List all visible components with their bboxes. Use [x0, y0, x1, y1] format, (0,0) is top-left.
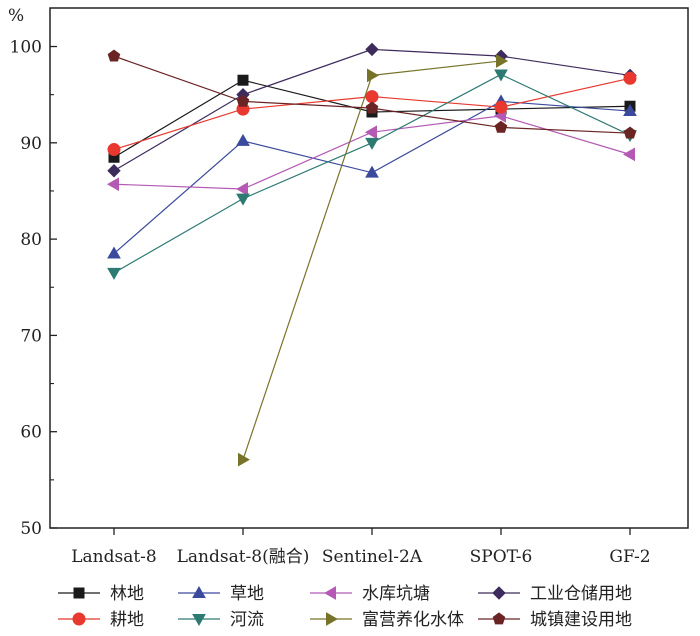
legend-marker — [73, 587, 85, 599]
legend-label: 草地 — [230, 584, 264, 604]
data-point — [236, 193, 250, 206]
y-tick-label: 60 — [20, 423, 42, 443]
data-point — [365, 42, 379, 57]
legend-item-6: 河流 — [178, 610, 264, 630]
y-tick-label: 50 — [20, 519, 42, 539]
data-point — [236, 133, 250, 146]
y-tick-label: 70 — [20, 326, 42, 346]
data-point — [365, 137, 379, 150]
plot-frame — [49, 7, 689, 529]
series-8 — [107, 49, 637, 139]
axes: 50 60 70 80 90 100% Landsat-8 Landsat-8(融合) Sent… — [8, 6, 689, 567]
x-tick-label: Landsat-8 — [71, 547, 157, 567]
y-tick-label: 80 — [20, 230, 42, 250]
data-point — [107, 267, 121, 280]
data-point — [235, 182, 248, 196]
series-group — [106, 42, 637, 467]
y-tick-label: 100 — [10, 38, 42, 58]
data-point — [237, 74, 249, 86]
data-point — [364, 125, 377, 140]
legend-label: 林地 — [110, 584, 144, 604]
x-tick-label: GF-2 — [609, 547, 650, 567]
data-point — [494, 120, 508, 133]
series-3 — [106, 108, 635, 196]
data-point — [496, 54, 509, 68]
x-tick-label: SPOT-6 — [470, 547, 533, 567]
legend-marker — [326, 612, 339, 626]
y-tick-label: 90 — [20, 134, 42, 154]
series-7 — [238, 54, 509, 467]
data-point — [365, 101, 379, 114]
legend-label: 城镇建设用地 — [530, 610, 632, 630]
legend-marker — [492, 612, 506, 625]
data-point — [623, 126, 637, 139]
data-point — [494, 100, 508, 114]
legend-label: 水库坑塘 — [362, 584, 430, 604]
data-point — [106, 177, 119, 192]
legend-marker — [192, 585, 206, 598]
legend-item-8: 城镇建设用地 — [478, 610, 632, 630]
legend-label: 河流 — [230, 610, 264, 630]
legend-item-1: 林地 — [58, 584, 144, 604]
series-5 — [107, 71, 637, 157]
legend-item-4: 工业仓储用地 — [478, 584, 632, 604]
legend-marker — [192, 614, 206, 627]
data-point — [494, 69, 508, 82]
legend-item-3: 水库坑塘 — [310, 584, 430, 604]
legend-marker — [72, 612, 86, 626]
legend-label: 耕地 — [110, 610, 144, 630]
data-point — [367, 68, 380, 83]
series-line — [113, 115, 631, 190]
data-point — [623, 104, 637, 117]
data-point — [236, 94, 250, 107]
y-axis-label: % — [8, 6, 24, 26]
series-2 — [107, 94, 637, 259]
data-point — [107, 49, 121, 62]
data-point — [107, 164, 121, 178]
legend-label: 富营养化水体 — [362, 610, 464, 630]
data-point — [622, 147, 635, 162]
legend-item-2: 草地 — [178, 584, 264, 604]
x-tick-label: Landsat-8(融合) — [177, 547, 310, 567]
data-point — [365, 165, 379, 178]
legend-item-7: 富营养化水体 — [310, 610, 464, 630]
legend-label: 工业仓储用地 — [530, 584, 632, 604]
data-point — [623, 71, 637, 85]
data-point — [238, 452, 251, 467]
data-point — [107, 246, 121, 259]
legend-marker — [492, 586, 506, 600]
data-point — [365, 90, 379, 104]
x-tick-label: Sentinel-2A — [322, 547, 423, 567]
legend-item-5: 耕地 — [58, 610, 144, 630]
legend-marker — [323, 586, 336, 600]
data-point — [107, 143, 121, 157]
